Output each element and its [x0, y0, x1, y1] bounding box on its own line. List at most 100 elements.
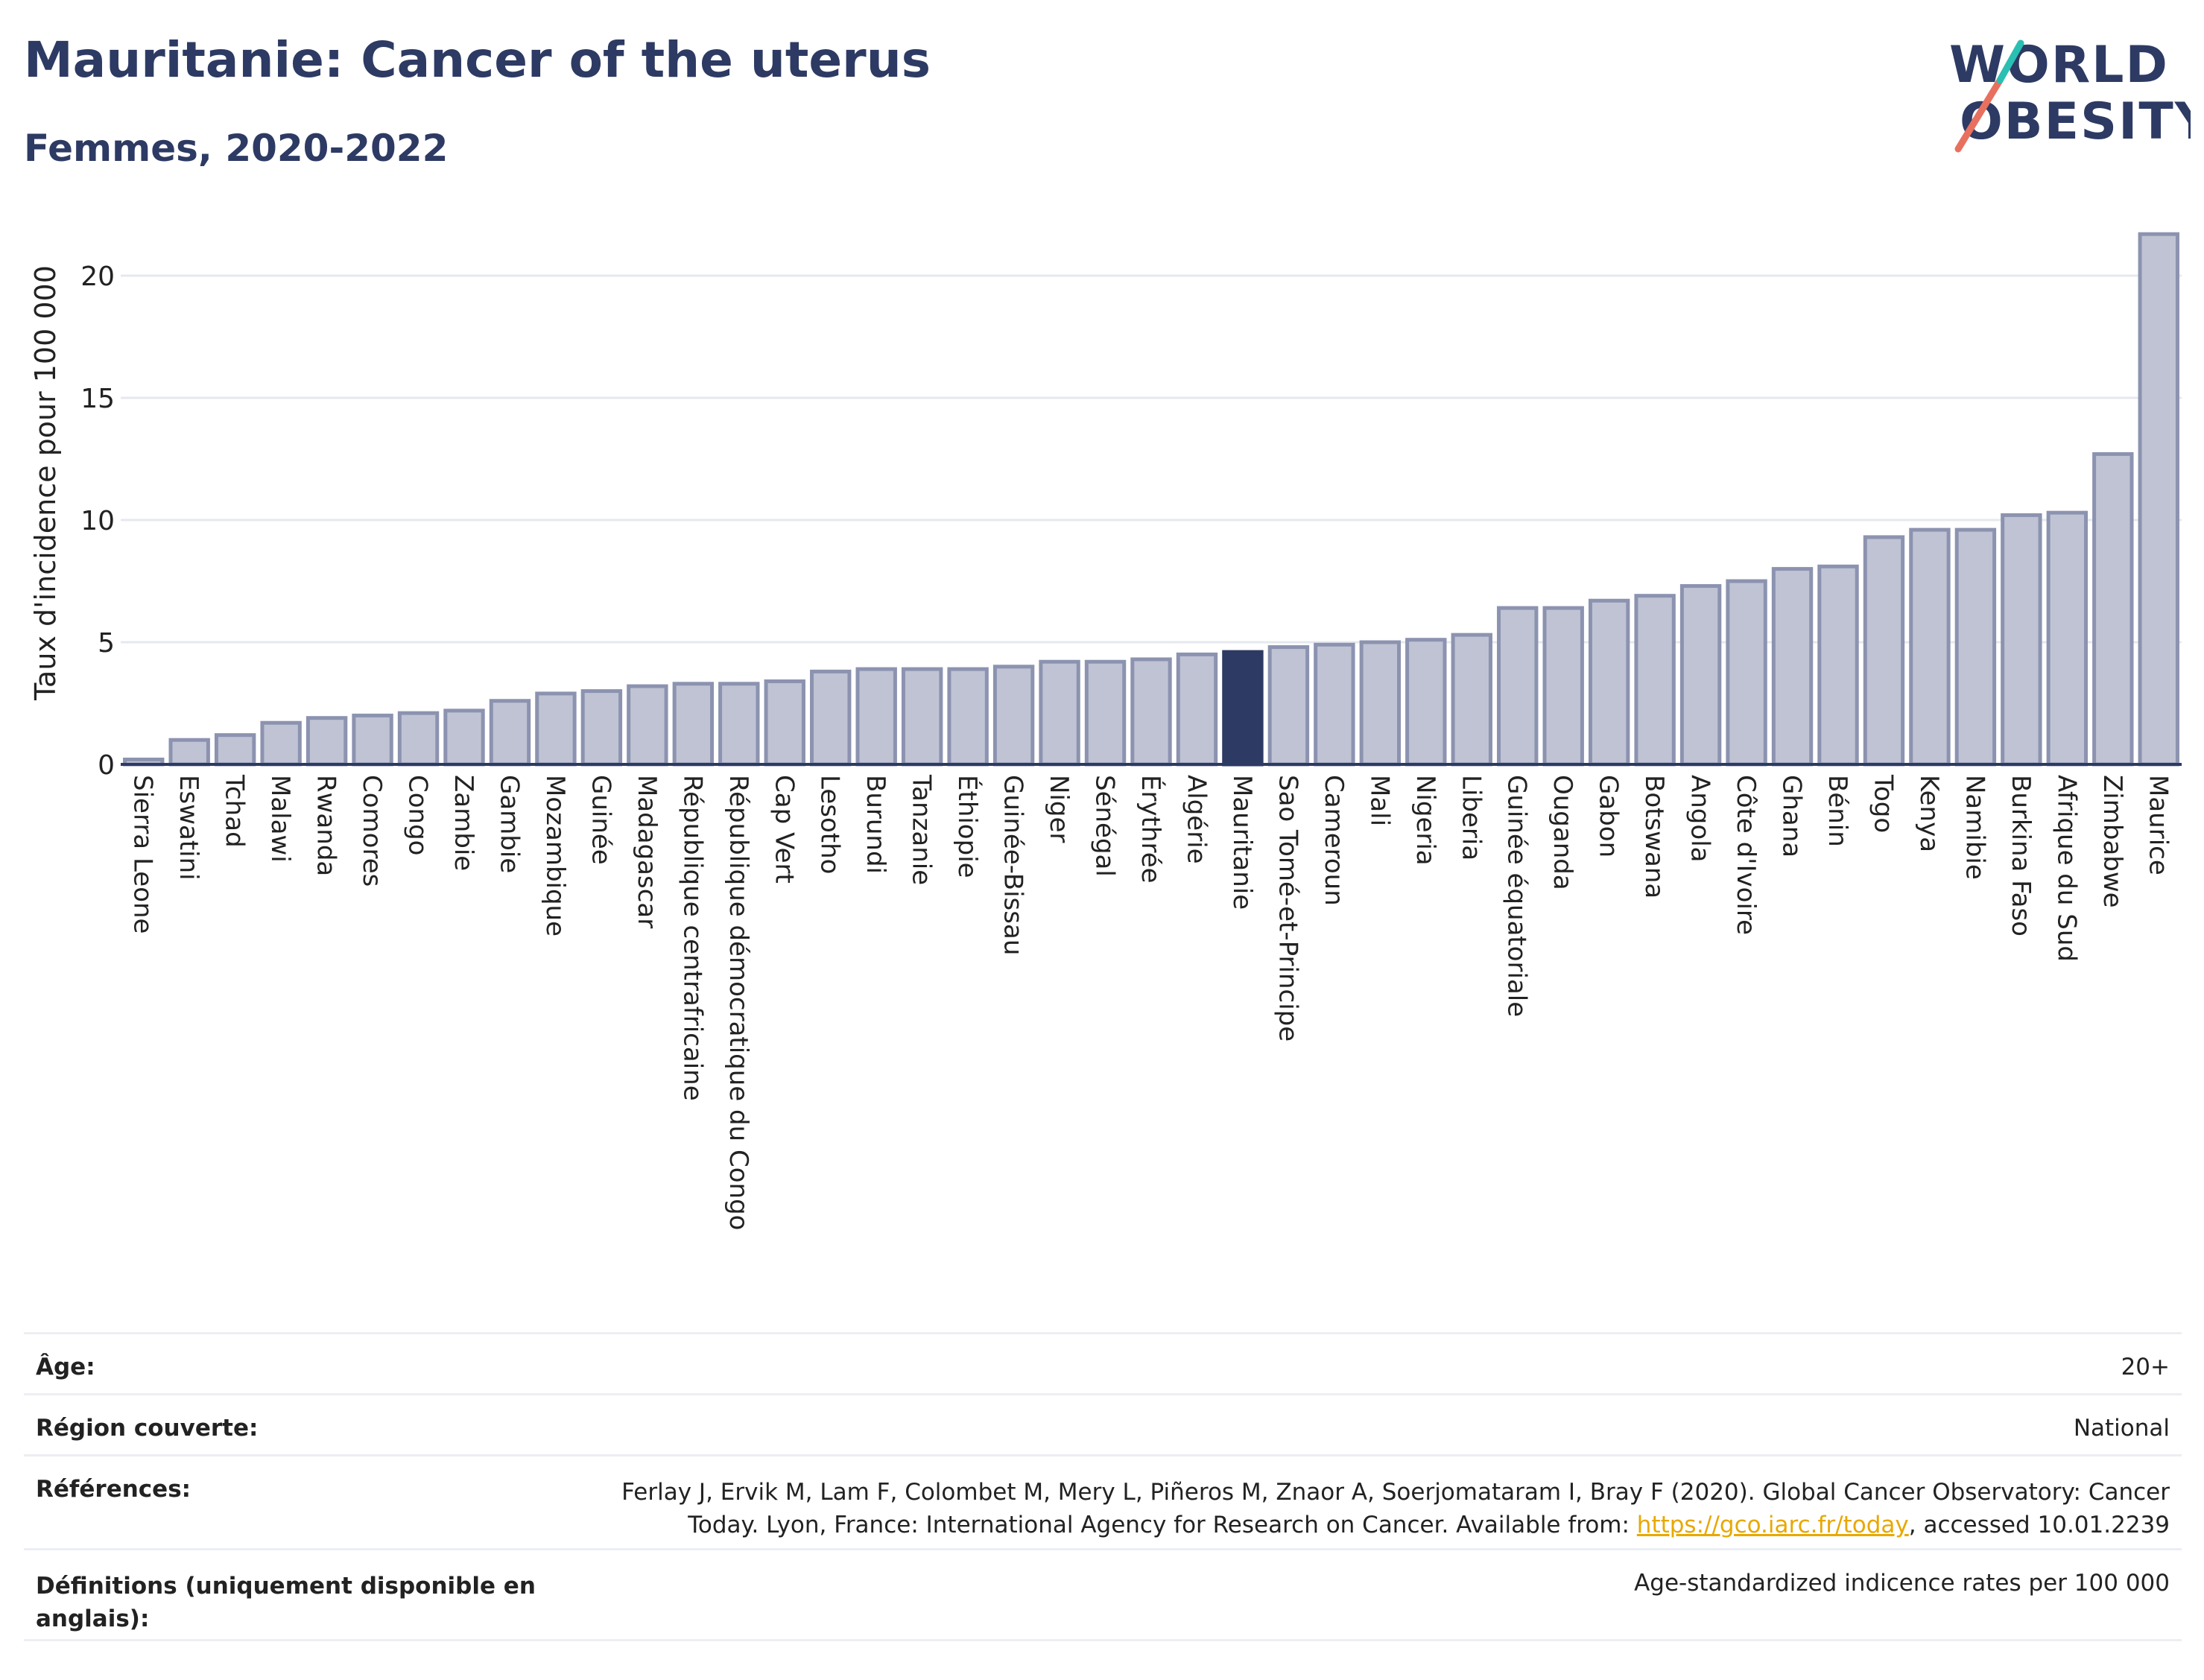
info-row-references: Références: Ferlay J, Ervik M, Lam F, Co… — [24, 1454, 2182, 1549]
bar-kenya — [1909, 527, 1951, 767]
x-tick-label: Namibie — [1960, 775, 1989, 880]
world-obesity-logo: WORLD OBESITY — [1949, 36, 2191, 153]
bar-r-publique-d-mocratique-du-congo — [718, 682, 760, 767]
bar-cap-vert — [764, 679, 805, 767]
x-tick-label: Cap Vert — [769, 775, 799, 884]
age-value: 20+ — [2121, 1354, 2170, 1381]
x-tick-label: Angola — [1685, 775, 1715, 862]
bar-s-n-gal — [1084, 659, 1127, 767]
bar-zambie — [443, 709, 485, 767]
x-tick-label: Malawi — [265, 775, 295, 863]
bar-cameroun — [1314, 642, 1355, 767]
bar-comores — [352, 713, 393, 767]
bar-burundi — [855, 667, 897, 767]
x-tick-label: Éthiopie — [952, 775, 983, 878]
bar-c-te-d-ivoire — [1726, 579, 1767, 767]
bar-guin-e-bissau — [992, 665, 1035, 767]
svg-text:OBESITY: OBESITY — [1960, 92, 2191, 151]
x-tick-label: Guinée-Bissau — [998, 775, 1028, 955]
y-tick-label: 5 — [98, 628, 115, 659]
y-axis-label: Taux d'incidence pour 100 000 — [29, 265, 62, 701]
bar-guin-e-quatoriale — [1497, 606, 1539, 767]
x-tick-label: Kenya — [1914, 775, 1944, 852]
bar-lesotho — [810, 669, 852, 767]
bar-niger — [1039, 659, 1080, 767]
bar-madagascar — [627, 684, 668, 767]
age-label: Âge: — [36, 1354, 95, 1381]
x-tick-label: Bénin — [1823, 775, 1852, 847]
x-tick-label: Sénégal — [1090, 775, 1120, 877]
x-tick-label: Mozambique — [540, 775, 570, 936]
references-link[interactable]: https://gco.iarc.fr/today — [1636, 1512, 1909, 1538]
definitions-label: Définitions (uniquement disponible en an… — [36, 1570, 536, 1635]
x-tick-label: Ghana — [1777, 775, 1807, 858]
x-tick-label: Guinée — [586, 775, 615, 865]
x-tick-label: Zimbabwe — [2097, 775, 2127, 908]
definitions-label-line-1: Définitions (uniquement disponible en — [36, 1573, 536, 1600]
x-tick-label: Tanzanie — [907, 774, 937, 885]
y-tick-label: 10 — [80, 506, 115, 536]
references-line-2: Today. Lyon, France: International Agenc… — [621, 1509, 2170, 1541]
y-tick-label: 20 — [80, 261, 115, 292]
x-tick-label: République centrafricaine — [677, 775, 707, 1101]
y-tick-label: 15 — [80, 384, 115, 414]
bar-liberia — [1451, 633, 1492, 767]
x-tick-label: Tchad — [220, 774, 250, 848]
x-tick-label: Liberia — [1456, 775, 1486, 860]
x-tick-labels: Sierra Leone Eswatini Tchad Malawi Rwanda Com… — [128, 774, 2173, 1230]
definitions-label-line-2: anglais): — [36, 1605, 150, 1632]
x-tick-label: Sao Tomé-et-Principe — [1273, 775, 1302, 1042]
info-table-bottom-border — [24, 1639, 2182, 1641]
x-tick-label: Comores — [357, 775, 387, 887]
bar-r-publique-centrafricaine — [672, 682, 715, 767]
x-tick-label: Niger — [1044, 775, 1074, 843]
x-tick-label: Rwanda — [311, 775, 341, 876]
references-text: Today. Lyon, France: International Agenc… — [688, 1512, 1637, 1538]
svg-text:WORLD: WORLD — [1949, 36, 2169, 95]
x-tick-label: Gabon — [1594, 775, 1624, 858]
bar-alg-rie — [1176, 652, 1218, 767]
bar-guin-e — [580, 689, 623, 767]
references-label: Références: — [36, 1476, 191, 1503]
x-tick-label: Botswana — [1639, 775, 1669, 898]
x-tick-label: Congo — [403, 775, 433, 855]
bar-congo — [397, 711, 440, 767]
x-tick-label: Ouganda — [1548, 775, 1577, 890]
bar-b-nin — [1817, 564, 1859, 767]
x-tick-label: Burundi — [861, 775, 890, 874]
bar-angola — [1679, 584, 1722, 767]
bar-maurice — [2138, 232, 2179, 767]
bar-mozambique — [535, 691, 577, 767]
x-tick-label: Côte d'Ivoire — [1731, 775, 1761, 935]
bar-malawi — [260, 720, 302, 767]
bar-afrique-du-sud — [2046, 510, 2089, 767]
x-tick-label: Mauritanie — [1227, 775, 1257, 910]
bar-zimbabwe — [2092, 451, 2134, 767]
bar-gabon — [1588, 598, 1630, 767]
bar-botswana — [1634, 594, 1676, 767]
bar-togo — [1863, 535, 1905, 767]
x-tick-label: Guinée équatoriale — [1502, 775, 1532, 1017]
page-title: Mauritanie: Cancer of the uterus — [24, 31, 931, 89]
definitions-value: Age-standardized indicence rates per 100… — [1634, 1570, 2170, 1597]
x-tick-label: Algérie — [1181, 775, 1211, 864]
bar--rythr-e — [1130, 657, 1172, 767]
region-value: National — [2073, 1415, 2170, 1442]
x-tick-label: Cameroun — [1319, 775, 1349, 906]
bar-rwanda — [305, 716, 348, 767]
x-tick-label: Mali — [1364, 775, 1394, 826]
x-tick-label: Burkina Faso — [2006, 775, 2036, 936]
bar-eswatini — [168, 738, 210, 767]
bar-sao-tom-et-principe — [1267, 645, 1310, 767]
references-line-1: Ferlay J, Ervik M, Lam F, Colombet M, Me… — [621, 1479, 2170, 1506]
references-accessed: , accessed 10.01.2239 — [1908, 1512, 2170, 1538]
bar-mauritanie — [1222, 650, 1264, 767]
x-tick-label: Lesotho — [815, 775, 845, 874]
bar-namibie — [1954, 527, 1997, 767]
info-row-age: Âge: 20+ — [24, 1332, 2182, 1394]
x-tick-label: Érythrée — [1136, 775, 1166, 884]
x-tick-label: Sierra Leone — [128, 775, 158, 933]
bar-tanzanie — [901, 667, 943, 767]
x-tick-label: Nigeria — [1410, 775, 1440, 866]
bar-ghana — [1771, 567, 1814, 767]
